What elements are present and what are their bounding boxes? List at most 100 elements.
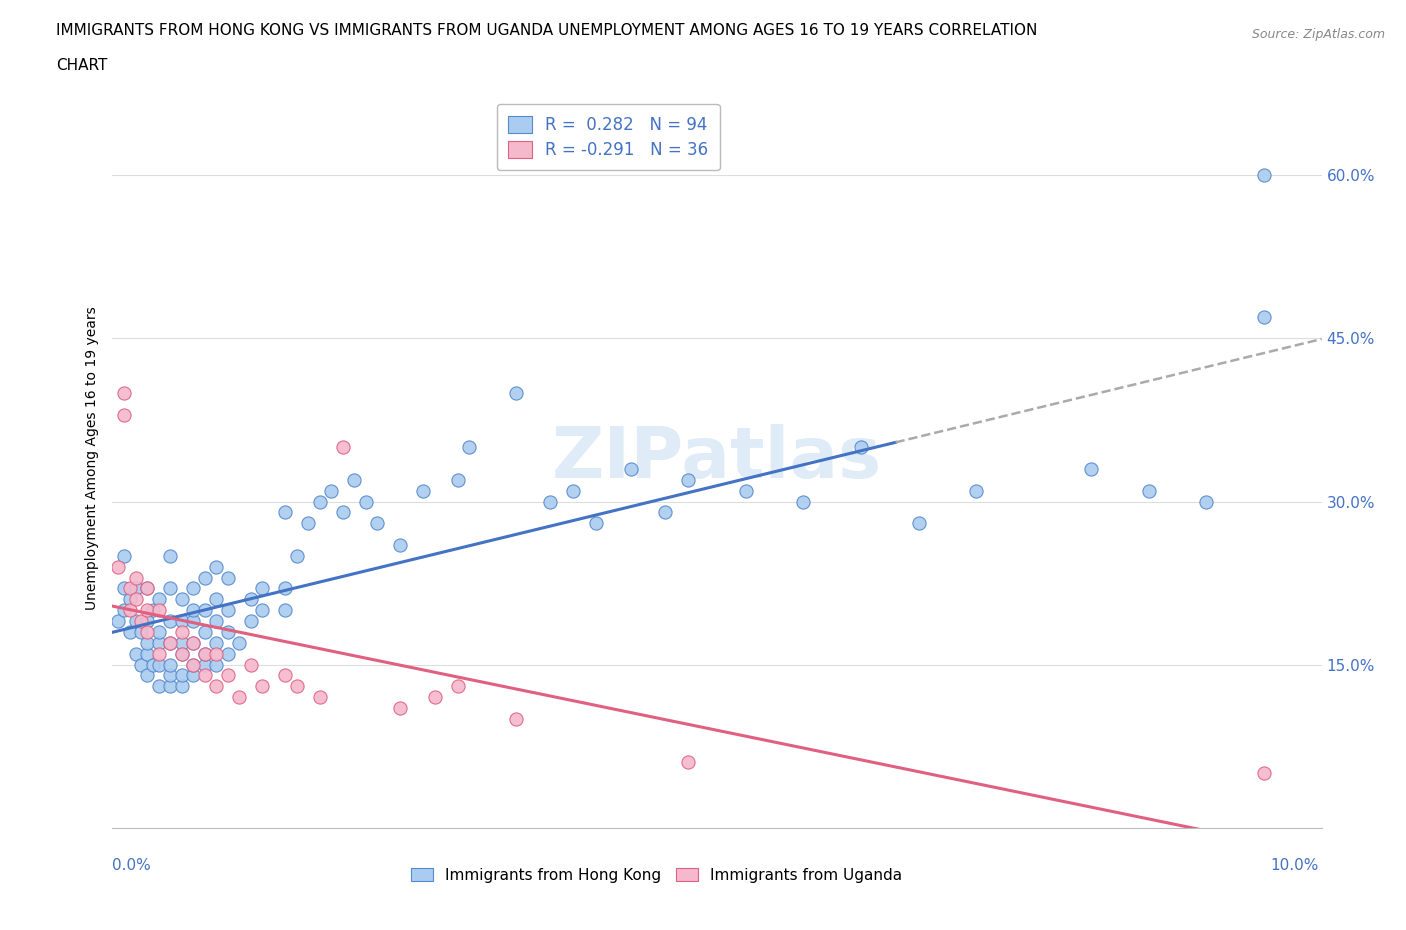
Point bbox=[118, 591, 141, 606]
Point bbox=[129, 658, 152, 672]
Point bbox=[678, 755, 700, 770]
Point bbox=[1137, 484, 1160, 498]
Text: Source: ZipAtlas.com: Source: ZipAtlas.com bbox=[1251, 28, 1385, 41]
Point bbox=[181, 635, 204, 650]
Point bbox=[181, 668, 204, 683]
Point bbox=[274, 603, 297, 618]
Point bbox=[124, 646, 146, 661]
Point bbox=[505, 385, 527, 400]
Point bbox=[585, 516, 607, 531]
Legend: Immigrants from Hong Kong, Immigrants from Uganda: Immigrants from Hong Kong, Immigrants fr… bbox=[404, 860, 910, 890]
Point bbox=[194, 646, 217, 661]
Point bbox=[654, 505, 676, 520]
Point bbox=[205, 559, 228, 574]
Point bbox=[181, 658, 204, 672]
Point bbox=[217, 646, 239, 661]
Point bbox=[239, 614, 262, 629]
Point bbox=[194, 570, 217, 585]
Point bbox=[159, 635, 181, 650]
Point bbox=[285, 679, 308, 694]
Point bbox=[107, 559, 129, 574]
Point bbox=[136, 581, 159, 596]
Text: 10.0%: 10.0% bbox=[1271, 857, 1319, 872]
Point bbox=[678, 472, 700, 487]
Point bbox=[205, 591, 228, 606]
Point bbox=[107, 614, 129, 629]
Point bbox=[1080, 461, 1102, 476]
Point bbox=[217, 668, 239, 683]
Point bbox=[250, 603, 273, 618]
Point bbox=[112, 581, 135, 596]
Point bbox=[308, 690, 330, 705]
Point bbox=[194, 646, 217, 661]
Point bbox=[136, 668, 159, 683]
Point bbox=[354, 494, 377, 509]
Point bbox=[136, 614, 159, 629]
Text: IMMIGRANTS FROM HONG KONG VS IMMIGRANTS FROM UGANDA UNEMPLOYMENT AMONG AGES 16 T: IMMIGRANTS FROM HONG KONG VS IMMIGRANTS … bbox=[56, 23, 1038, 38]
Point bbox=[458, 440, 481, 455]
Point bbox=[181, 658, 204, 672]
Point bbox=[112, 407, 135, 422]
Point bbox=[366, 516, 388, 531]
Point bbox=[124, 591, 146, 606]
Point bbox=[250, 679, 273, 694]
Point bbox=[159, 614, 181, 629]
Point bbox=[285, 549, 308, 564]
Point bbox=[412, 484, 434, 498]
Point bbox=[228, 690, 250, 705]
Point bbox=[181, 603, 204, 618]
Point bbox=[148, 635, 170, 650]
Point bbox=[250, 581, 273, 596]
Point bbox=[148, 603, 170, 618]
Point bbox=[118, 625, 141, 640]
Point bbox=[205, 635, 228, 650]
Point bbox=[170, 591, 193, 606]
Point bbox=[505, 711, 527, 726]
Point bbox=[159, 668, 181, 683]
Text: ZIPatlas: ZIPatlas bbox=[553, 423, 882, 493]
Point bbox=[159, 658, 181, 672]
Point bbox=[170, 646, 193, 661]
Point bbox=[124, 570, 146, 585]
Point bbox=[274, 505, 297, 520]
Point bbox=[181, 581, 204, 596]
Point bbox=[142, 603, 165, 618]
Point bbox=[136, 581, 159, 596]
Point bbox=[159, 679, 181, 694]
Point bbox=[181, 635, 204, 650]
Point bbox=[170, 625, 193, 640]
Point bbox=[148, 625, 170, 640]
Point bbox=[136, 625, 159, 640]
Point bbox=[239, 658, 262, 672]
Point bbox=[217, 625, 239, 640]
Point bbox=[389, 700, 412, 715]
Point bbox=[118, 603, 141, 618]
Point bbox=[620, 461, 643, 476]
Point bbox=[217, 603, 239, 618]
Point bbox=[194, 658, 217, 672]
Point bbox=[734, 484, 756, 498]
Point bbox=[118, 581, 141, 596]
Point bbox=[112, 385, 135, 400]
Point bbox=[205, 646, 228, 661]
Point bbox=[124, 614, 146, 629]
Point bbox=[129, 614, 152, 629]
Point bbox=[423, 690, 446, 705]
Point bbox=[148, 658, 170, 672]
Point bbox=[1195, 494, 1218, 509]
Point bbox=[159, 549, 181, 564]
Point bbox=[297, 516, 319, 531]
Point bbox=[907, 516, 929, 531]
Point bbox=[1253, 766, 1275, 781]
Point bbox=[562, 484, 585, 498]
Point bbox=[447, 679, 470, 694]
Point bbox=[274, 668, 297, 683]
Text: 0.0%: 0.0% bbox=[112, 857, 152, 872]
Point bbox=[148, 679, 170, 694]
Point bbox=[1253, 168, 1275, 183]
Point bbox=[389, 538, 412, 552]
Point bbox=[205, 658, 228, 672]
Point bbox=[170, 679, 193, 694]
Point bbox=[148, 591, 170, 606]
Y-axis label: Unemployment Among Ages 16 to 19 years: Unemployment Among Ages 16 to 19 years bbox=[84, 306, 98, 610]
